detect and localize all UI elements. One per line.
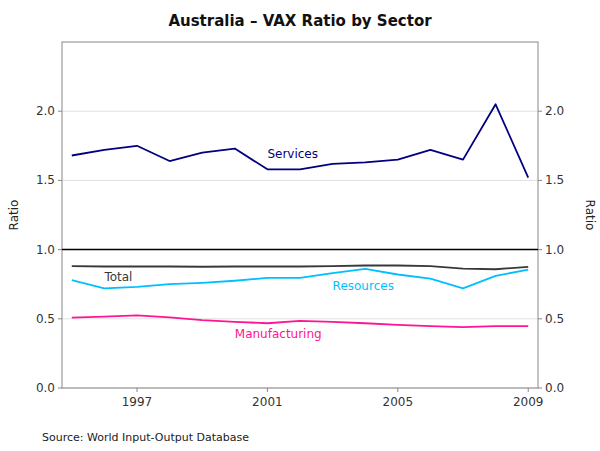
series-line (72, 269, 528, 288)
reference-line (62, 249, 538, 251)
series-label: Resources (333, 279, 394, 293)
x-tick (397, 388, 398, 392)
y2-tick-label: 0.0 (545, 381, 564, 395)
y2-axis-label: Ratio (583, 200, 597, 231)
y-axis: 0.0 0.5 1.0 1.5 2.0 (36, 104, 62, 395)
y2-tick (538, 318, 542, 319)
plot-frame (62, 42, 538, 388)
y2-tick-label: 0.5 (545, 312, 564, 326)
y2-tick (538, 249, 542, 250)
series-label: Manufacturing (235, 327, 322, 341)
y2-tick (538, 180, 542, 181)
x-tick-label: 2001 (252, 395, 283, 409)
y-tick-label: 1.5 (36, 173, 55, 187)
y-tick (58, 388, 62, 389)
x-tick-label: 1997 (122, 395, 153, 409)
x-tick-label: 2005 (383, 395, 414, 409)
x-axis: 1997 2001 2005 2009 (122, 388, 544, 409)
grid-line (62, 111, 538, 112)
y-tick (58, 249, 62, 250)
chart: 0.0 0.5 1.0 1.5 2.0 0.0 0.5 1.0 1.5 2.0 1997 2001 20… (0, 0, 600, 451)
y2-axis: 0.0 0.5 1.0 1.5 2.0 (538, 104, 564, 395)
x-tick (267, 388, 268, 392)
series-line (72, 315, 528, 327)
y-tick (58, 111, 62, 112)
y-tick (58, 318, 62, 319)
x-tick (136, 388, 137, 392)
source: Source: World Input-Output Database (42, 431, 249, 444)
series-line (72, 104, 528, 177)
y-tick-label: 1.0 (36, 243, 55, 257)
x-tick (528, 388, 529, 392)
grid-line (62, 180, 538, 181)
grid-line (62, 249, 538, 250)
grid-line (62, 318, 538, 319)
plot-area (62, 104, 538, 327)
series-line (72, 266, 528, 270)
y2-tick-label: 1.5 (545, 173, 564, 187)
x-tick-label: 2009 (513, 395, 544, 409)
title: Australia – VAX Ratio by Sector (168, 12, 432, 30)
series-label: Total (103, 270, 132, 284)
y-tick-label: 2.0 (36, 104, 55, 118)
y-tick-label: 0.5 (36, 312, 55, 326)
series-label: Services (267, 147, 318, 161)
y2-tick (538, 388, 542, 389)
y-tick-label: 0.0 (36, 381, 55, 395)
y-axis-label: Ratio (7, 200, 21, 231)
y2-tick (538, 111, 542, 112)
y2-tick-label: 1.0 (545, 243, 564, 257)
y2-tick-label: 2.0 (545, 104, 564, 118)
y-tick (58, 180, 62, 181)
series-labels: Services Total Resources Manufacturing (103, 147, 394, 341)
